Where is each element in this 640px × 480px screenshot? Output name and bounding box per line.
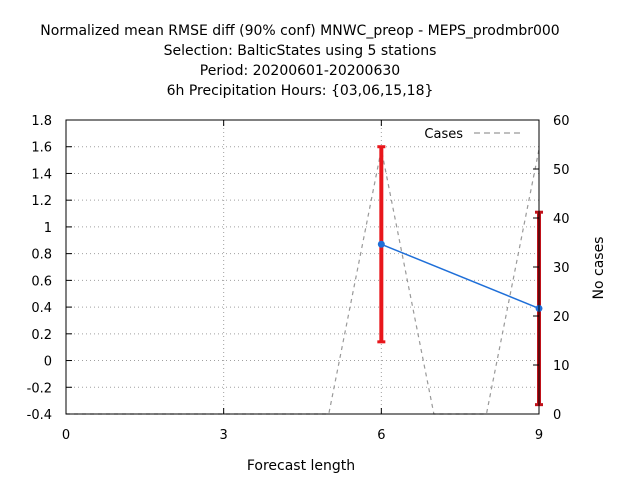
y-tick-label: 1.8 — [31, 114, 52, 129]
plot-border — [65, 119, 540, 415]
title-line-1: Normalized mean RMSE diff (90% conf) MNW… — [40, 23, 559, 39]
cases-line — [66, 149, 540, 415]
chart-title: Normalized mean RMSE diff (90% conf) MNW… — [40, 23, 559, 99]
y2-tick-label: 50 — [553, 163, 570, 178]
y-tick-label: 1.6 — [31, 141, 52, 156]
y-tick-label: -0.2 — [27, 381, 52, 396]
x-tick-label: 0 — [62, 428, 70, 443]
grid-lines — [66, 120, 539, 414]
x-axis-label: Forecast length — [247, 458, 355, 474]
axis-ticks: 0 3 6 9 -0.4 -0.2 0 0.2 0.4 0.6 0.8 1 1.2 1.4 1.6 1.8 0 1… — [27, 114, 570, 443]
title-line-3: Period: 20200601-20200630 — [200, 63, 400, 79]
y2-tick-label: 10 — [553, 359, 570, 374]
y-tick-label: 1.4 — [31, 167, 52, 182]
x-tick-label: 9 — [535, 428, 543, 443]
data-point — [377, 240, 385, 248]
legend-label-cases: Cases — [424, 127, 463, 142]
cases-series — [66, 149, 540, 415]
y-tick-label: 1.2 — [31, 194, 52, 209]
y-tick-label: 0 — [44, 355, 52, 370]
y-tick-label: 1 — [44, 221, 52, 236]
legend: Cases — [424, 127, 522, 142]
y-tick-label: 0.2 — [31, 328, 52, 343]
main-series — [377, 145, 543, 407]
y2-tick-label: 30 — [553, 261, 570, 276]
y-tick-label: 0.4 — [31, 301, 52, 316]
x-tick-label: 6 — [377, 428, 385, 443]
title-line-4: 6h Precipitation Hours: {03,06,15,18} — [167, 83, 434, 99]
y-tick-label: -0.4 — [27, 408, 52, 423]
y2-axis-label: No cases — [591, 237, 607, 300]
x-tick-label: 3 — [220, 428, 228, 443]
y2-tick-label: 60 — [553, 114, 570, 129]
y-tick-label: 0.8 — [31, 248, 52, 263]
title-line-2: Selection: BalticStates using 5 stations — [164, 43, 437, 59]
series-line — [381, 243, 540, 310]
y2-tick-label: 20 — [553, 310, 570, 325]
y-tick-label: 0.6 — [31, 274, 52, 289]
y2-tick-label: 40 — [553, 212, 570, 227]
y2-tick-label: 0 — [553, 408, 561, 423]
